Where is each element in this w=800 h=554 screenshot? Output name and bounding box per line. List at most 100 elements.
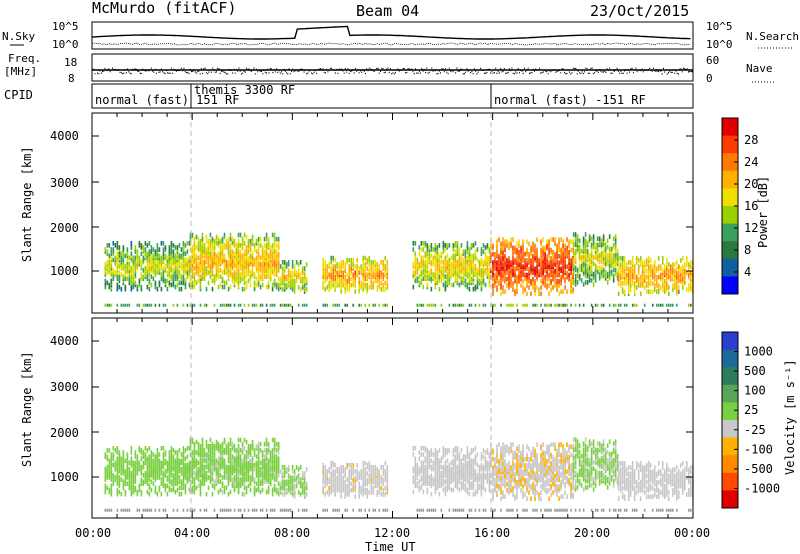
power-cell xyxy=(188,282,191,288)
power-cell xyxy=(104,303,107,307)
power-cell xyxy=(460,268,463,273)
velocity-cell xyxy=(378,469,381,474)
velocity-cell xyxy=(217,468,220,474)
power-cell xyxy=(126,257,129,263)
power-cell xyxy=(651,274,654,280)
velocity-cell xyxy=(186,508,189,512)
velocity-cell xyxy=(231,454,234,459)
power-cell xyxy=(128,272,131,277)
power-cell xyxy=(492,283,494,288)
velocity-cell xyxy=(132,473,135,478)
velocity-cell xyxy=(203,468,206,474)
power-cell xyxy=(277,245,280,250)
velocity-cell xyxy=(267,485,270,491)
velocity-cell xyxy=(301,471,304,476)
power-cell xyxy=(148,286,151,292)
power-cell xyxy=(560,266,562,272)
velocity-cell xyxy=(291,492,294,497)
power-cell xyxy=(456,272,459,277)
velocity-cell xyxy=(150,479,153,484)
power-cell xyxy=(530,245,532,251)
power-cell xyxy=(259,274,262,279)
power-cell xyxy=(661,260,664,265)
power-cell xyxy=(488,247,491,252)
power-cell xyxy=(540,260,542,265)
power-cell xyxy=(488,282,491,288)
power-cell xyxy=(138,303,141,307)
power-cell xyxy=(372,259,375,265)
power-cell xyxy=(227,268,230,273)
velocity-cell xyxy=(144,508,147,512)
power-cell xyxy=(635,256,638,261)
power-cell xyxy=(213,245,216,250)
power-cell xyxy=(556,253,558,259)
power-cell xyxy=(138,255,141,261)
power-cell xyxy=(225,238,228,244)
velocity-cell xyxy=(178,479,181,484)
power-cell xyxy=(106,280,109,286)
power-cell xyxy=(458,282,461,288)
velocity-cell xyxy=(209,452,212,457)
power-cell xyxy=(596,242,599,248)
power-cell xyxy=(494,276,496,282)
velocity-cell xyxy=(223,475,226,480)
velocity-cell xyxy=(207,466,210,472)
power-cell xyxy=(243,241,246,246)
power-cell xyxy=(534,243,536,249)
power-cell xyxy=(118,245,121,250)
velocity-cell xyxy=(299,492,302,497)
power-cell xyxy=(520,245,522,251)
power-cell xyxy=(414,251,417,257)
power-cell xyxy=(213,274,216,279)
velocity-cell xyxy=(414,446,417,451)
velocity-cell xyxy=(265,489,268,495)
power-cell xyxy=(592,234,595,239)
power-cell xyxy=(184,251,187,257)
nave-tick-high: 60 xyxy=(706,54,719,67)
power-cell xyxy=(608,275,611,281)
velocity-cell xyxy=(243,437,246,443)
power-cell xyxy=(305,262,308,267)
power-cell xyxy=(538,262,540,267)
power-cell xyxy=(623,264,626,269)
velocity-cell xyxy=(182,446,185,451)
power-cell xyxy=(249,243,252,248)
velocity-cell xyxy=(305,481,308,487)
velocity-cell xyxy=(412,489,415,495)
power-cell xyxy=(376,262,379,267)
velocity-cell xyxy=(245,475,248,480)
power-cell xyxy=(136,284,139,290)
power-cell xyxy=(502,241,504,247)
power-cell xyxy=(496,243,498,249)
power-cell xyxy=(338,270,341,276)
power-cell xyxy=(243,280,246,286)
velocity-cell xyxy=(156,452,159,457)
power-cell xyxy=(550,256,552,261)
colorbar-tick-label: 28 xyxy=(744,133,758,147)
velocity-cell xyxy=(140,464,143,470)
power-cell xyxy=(114,255,117,261)
power-cell xyxy=(476,268,479,273)
power-cell xyxy=(259,236,262,242)
power-cell xyxy=(372,303,375,307)
power-cell xyxy=(362,264,365,269)
freq-tick-low: 8 xyxy=(68,72,75,85)
power-cell xyxy=(592,244,595,250)
power-cell xyxy=(596,303,599,307)
power-cell xyxy=(629,272,632,278)
power-cell xyxy=(122,303,125,307)
power-cell xyxy=(211,247,214,252)
power-cell xyxy=(504,289,506,294)
power-cell xyxy=(366,282,369,288)
power-cell xyxy=(685,287,688,292)
power-cell xyxy=(506,276,508,282)
velocity-cell xyxy=(271,448,274,453)
power-cell xyxy=(430,276,433,282)
power-cell xyxy=(602,267,605,273)
power-cell xyxy=(297,303,300,307)
power-cell xyxy=(199,274,202,279)
power-cell xyxy=(470,276,473,282)
velocity-cell xyxy=(336,483,339,489)
velocity-cell xyxy=(378,475,381,481)
power-cell xyxy=(263,236,266,242)
